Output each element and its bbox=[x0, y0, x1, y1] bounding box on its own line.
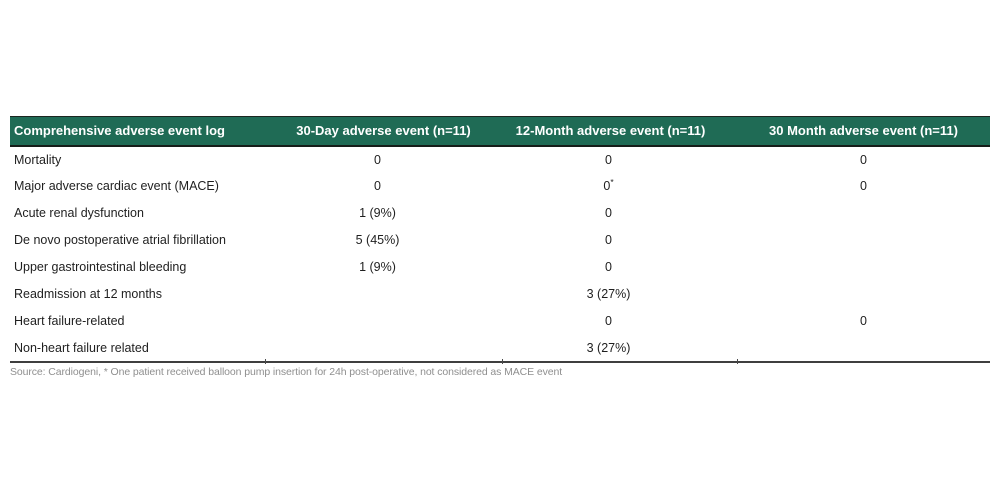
value-cell bbox=[265, 281, 502, 308]
value-cell: 1 (9%) bbox=[359, 206, 396, 220]
value-cell: 1 (9%) bbox=[359, 260, 396, 274]
value-cell: 0 bbox=[374, 152, 381, 167]
value-text: 0 bbox=[603, 179, 611, 193]
header-event-log: Comprehensive adverse event log bbox=[10, 116, 265, 147]
value-cell: 0 bbox=[605, 314, 612, 328]
value-cell bbox=[737, 335, 990, 362]
value-cell bbox=[737, 200, 990, 227]
source-footnote: Source: Cardiogeni, * One patient receiv… bbox=[10, 366, 563, 378]
value-cell bbox=[737, 227, 990, 254]
row-label: Acute renal dysfunction bbox=[14, 206, 144, 220]
value-cell bbox=[737, 281, 990, 308]
value-cell bbox=[737, 254, 990, 281]
value-cell bbox=[265, 335, 502, 362]
value-cell: 0 bbox=[605, 206, 612, 220]
table-header-row: Comprehensive adverse event log 30-Day a… bbox=[10, 116, 990, 147]
table-row-non-heart-failure-related: Non-heart failure related 3 (27%) bbox=[10, 335, 990, 362]
row-label: Major adverse cardiac event (MACE) bbox=[14, 179, 219, 193]
footnote-asterisk: * bbox=[610, 176, 614, 187]
table-row-readmission: Readmission at 12 months 3 (27%) bbox=[10, 281, 990, 308]
row-label: Upper gastrointestinal bleeding bbox=[14, 260, 187, 274]
value-cell: 0 bbox=[860, 179, 867, 193]
table-row-heart-failure-related: Heart failure-related 0 0 bbox=[10, 308, 990, 335]
value-cell: 5 (45%) bbox=[355, 233, 400, 247]
column-divider-tick bbox=[502, 359, 503, 364]
value-cell: 3 (27%) bbox=[586, 287, 631, 301]
table-row-renal-dysfunction: Acute renal dysfunction 1 (9%) 0 bbox=[10, 200, 990, 227]
row-label: De novo postoperative atrial fibrillatio… bbox=[14, 233, 226, 247]
value-cell: 0 bbox=[605, 152, 612, 167]
header-30-day: 30-Day adverse event (n=11) bbox=[265, 116, 502, 147]
row-label: Mortality bbox=[14, 152, 62, 167]
value-cell: 0 bbox=[605, 260, 612, 274]
column-divider-tick bbox=[737, 359, 738, 364]
header-30-month: 30 Month adverse event (n=11) bbox=[737, 116, 990, 147]
adverse-event-table: Comprehensive adverse event log 30-Day a… bbox=[10, 116, 990, 364]
value-cell: 3 (27%) bbox=[586, 340, 631, 355]
value-cell: 0* bbox=[502, 173, 737, 200]
value-cell: 0 bbox=[860, 152, 867, 167]
value-cell: 0 bbox=[605, 233, 612, 247]
column-divider-tick bbox=[265, 359, 266, 364]
header-12-month: 12-Month adverse event (n=11) bbox=[502, 116, 737, 147]
row-label: Non-heart failure related bbox=[14, 340, 149, 355]
table-row-gi-bleeding: Upper gastrointestinal bleeding 1 (9%) 0 bbox=[10, 254, 990, 281]
value-cell bbox=[265, 308, 502, 335]
table-row-atrial-fibrillation: De novo postoperative atrial fibrillatio… bbox=[10, 227, 990, 254]
value-cell: 0 bbox=[860, 314, 867, 328]
table-row-mace: Major adverse cardiac event (MACE) 0 0* … bbox=[10, 173, 990, 200]
row-label: Heart failure-related bbox=[14, 314, 125, 328]
table-row-mortality: Mortality 0 0 0 bbox=[10, 146, 990, 173]
row-label: Readmission at 12 months bbox=[14, 287, 162, 301]
value-cell: 0 bbox=[374, 179, 381, 193]
comprehensive-adverse-event-table: Comprehensive adverse event log 30-Day a… bbox=[10, 116, 990, 363]
